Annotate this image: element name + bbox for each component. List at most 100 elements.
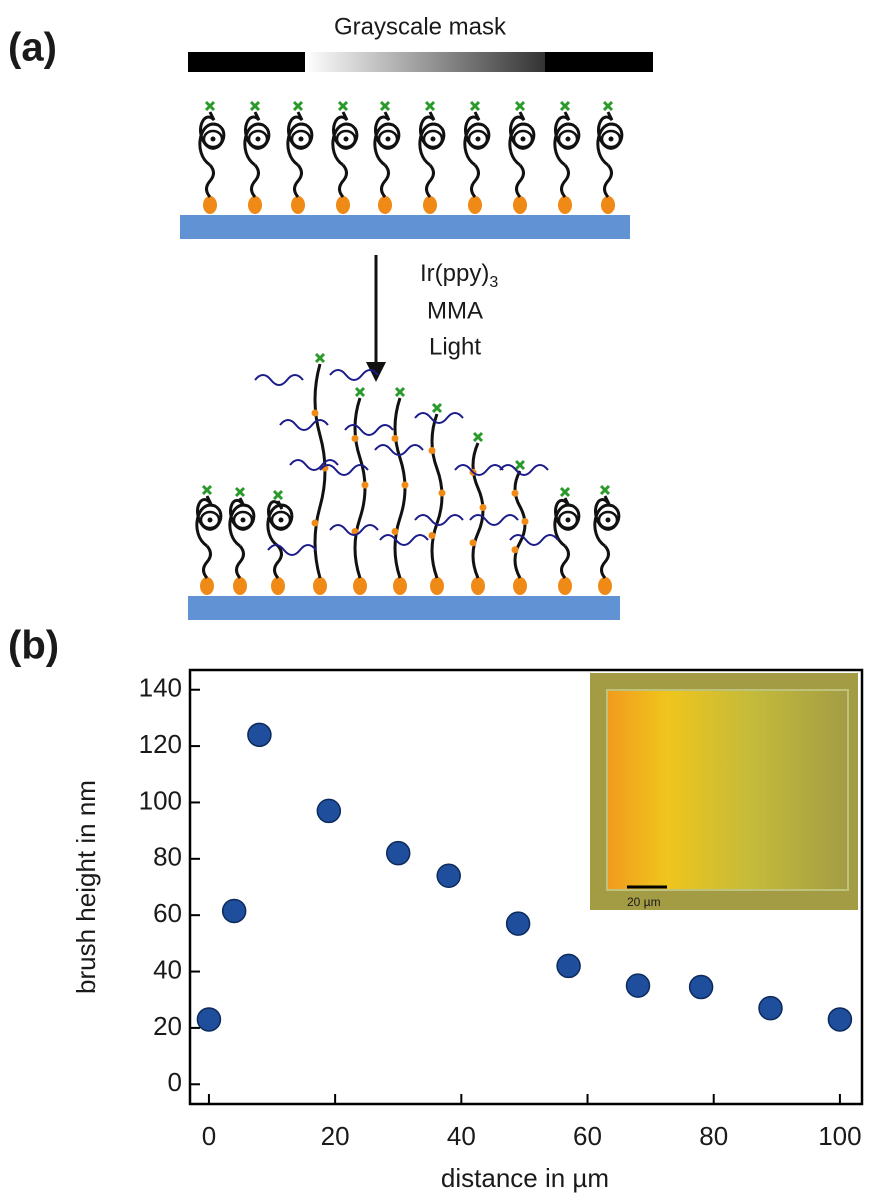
initiator <box>200 577 214 595</box>
dot <box>521 137 526 142</box>
initiator <box>430 577 444 595</box>
graft-site <box>480 504 487 511</box>
point <box>387 842 410 865</box>
point <box>557 954 580 977</box>
graft-site <box>312 520 319 527</box>
x-tick-label: 100 <box>818 1121 861 1151</box>
side-chain <box>500 465 548 475</box>
graft-site <box>429 532 436 539</box>
mask-dark <box>545 52 653 72</box>
point <box>627 974 650 997</box>
dot <box>566 137 571 142</box>
side-chain <box>380 535 428 545</box>
chain <box>275 546 282 578</box>
initiator <box>271 577 285 595</box>
y-tick-label: 0 <box>168 1067 182 1097</box>
initiator <box>468 196 482 214</box>
chain <box>562 165 569 197</box>
point <box>437 864 460 887</box>
dot <box>431 137 436 142</box>
x-axis-title: distance in µm <box>441 1163 609 1193</box>
y-tick-label: 80 <box>153 842 182 872</box>
graft-site <box>352 435 359 442</box>
graft-site <box>429 447 436 454</box>
point <box>248 723 271 746</box>
point <box>828 1008 851 1031</box>
initiator <box>248 196 262 214</box>
mask-label: Grayscale mask <box>334 13 507 40</box>
monomer: MMA <box>427 297 483 324</box>
y-tick-label: 20 <box>153 1011 182 1041</box>
point <box>223 899 246 922</box>
initiator <box>601 196 615 214</box>
graft-site <box>522 518 529 525</box>
y-axis-title: brush height in nm <box>71 780 101 994</box>
graft-site <box>312 410 319 417</box>
chain <box>204 546 211 578</box>
y-tick-label: 60 <box>153 898 182 928</box>
side-chain <box>280 420 328 430</box>
chain <box>207 165 214 197</box>
dot <box>279 518 284 523</box>
dot <box>386 137 391 142</box>
initiator <box>471 577 485 595</box>
brush-chains <box>197 102 622 595</box>
initiator <box>423 196 437 214</box>
initiator <box>393 577 407 595</box>
y-tick-label: 100 <box>139 785 182 815</box>
side-chain <box>415 413 463 423</box>
initiator <box>513 577 527 595</box>
graft-site <box>512 490 519 497</box>
substrate <box>188 596 620 620</box>
side-chain <box>470 515 518 525</box>
initiator <box>598 577 612 595</box>
chain <box>602 546 609 578</box>
graft-site <box>392 435 399 442</box>
dot <box>256 137 261 142</box>
chain <box>472 165 479 197</box>
dot <box>299 137 304 142</box>
side-chain <box>510 535 558 545</box>
initiator <box>336 196 350 214</box>
catalyst: Ir(ppy)3 <box>420 260 498 291</box>
mask-gradient <box>305 52 545 72</box>
graft-site <box>362 482 369 489</box>
dot <box>211 137 216 142</box>
dot <box>609 137 614 142</box>
panel-label: (b) <box>8 624 59 668</box>
initiator <box>291 196 305 214</box>
catalyst-subscript: 3 <box>489 274 498 291</box>
chain <box>340 165 347 197</box>
initiator <box>558 196 572 214</box>
initiator <box>233 577 247 595</box>
graft-site <box>470 539 477 546</box>
inset-square <box>607 690 848 890</box>
scale-label: 20 µm <box>627 895 661 909</box>
dot <box>476 137 481 142</box>
catalyst-name: Ir(ppy) <box>420 260 489 287</box>
side-chain <box>268 545 316 555</box>
dot <box>344 137 349 142</box>
chain <box>562 546 569 578</box>
chain <box>382 165 389 197</box>
y-tick-label: 120 <box>139 729 182 759</box>
graft-site <box>512 546 519 553</box>
panel-label: (a) <box>8 26 57 70</box>
x-tick-label: 80 <box>699 1121 728 1151</box>
x-tick-label: 60 <box>573 1121 602 1151</box>
point <box>317 799 340 822</box>
graft-site <box>402 482 409 489</box>
initiator <box>513 196 527 214</box>
dot <box>566 518 571 523</box>
plot: 20 µm <box>590 673 858 910</box>
condition: Light <box>429 333 481 360</box>
side-chain <box>455 465 503 475</box>
x-tick-label: 20 <box>321 1121 350 1151</box>
initiator <box>353 577 367 595</box>
point <box>197 1008 220 1031</box>
chain <box>295 165 302 197</box>
chain <box>237 546 244 578</box>
dot <box>606 518 611 523</box>
side-chain <box>255 375 303 385</box>
initiator <box>203 196 217 214</box>
